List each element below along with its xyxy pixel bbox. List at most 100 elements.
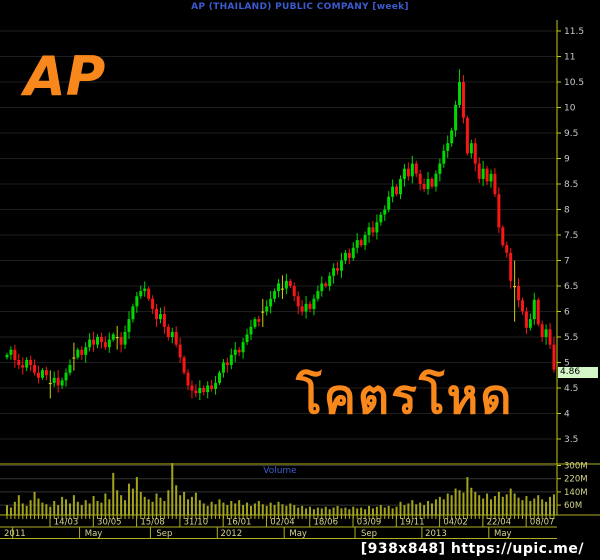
candle-body <box>143 288 147 292</box>
volume-bar <box>517 497 520 515</box>
period-label: 2012 <box>220 529 242 539</box>
date-label: 14/03 <box>54 518 79 528</box>
candle-body <box>367 227 371 235</box>
candle-body <box>383 209 387 215</box>
volume-bar <box>490 499 493 515</box>
volume-bar <box>545 501 548 515</box>
candle-body <box>339 260 343 271</box>
candles <box>5 69 556 401</box>
price-tick-label: 9.5 <box>564 129 578 139</box>
candle-body <box>217 372 221 383</box>
candle-body <box>269 298 273 307</box>
volume-bar <box>171 463 174 515</box>
volume-bar <box>108 499 111 515</box>
price-tick-label: 6 <box>564 308 570 318</box>
candle-body <box>375 222 379 233</box>
volume-bar <box>497 491 500 515</box>
volume-bar <box>442 499 445 515</box>
candle-body <box>29 359 33 366</box>
volume-bar <box>127 483 130 515</box>
candle-body <box>194 390 198 394</box>
date-label: 31/10 <box>184 518 209 528</box>
volume-bar <box>53 500 56 515</box>
candle-body <box>292 286 296 297</box>
volume-bar <box>316 507 319 515</box>
candle-body <box>454 104 458 131</box>
candle-body <box>332 268 336 276</box>
volume-bar <box>277 501 280 515</box>
candle-body <box>355 240 359 248</box>
volume-bar <box>509 488 512 515</box>
volume-bar <box>147 499 150 515</box>
candle-body <box>257 319 261 322</box>
candle-body <box>284 280 288 289</box>
candle-body <box>312 298 316 309</box>
candle-body <box>36 372 40 378</box>
volume-bar <box>364 509 367 515</box>
volume-bar <box>253 503 256 515</box>
date-label: 16/01 <box>227 518 252 528</box>
volume-tick-label: 140M <box>564 488 588 498</box>
candle-body <box>80 349 84 355</box>
volume-bar <box>139 491 142 515</box>
volume-bar <box>552 494 555 515</box>
candle-body <box>324 283 328 286</box>
candle-body <box>316 291 320 299</box>
candle-body <box>497 194 501 228</box>
price-tick-label: 4.5 <box>564 384 578 394</box>
image-host-watermark: [938x848] https://upic.me/ <box>360 541 584 557</box>
candle-body <box>60 380 64 386</box>
volume-bar <box>84 500 87 515</box>
volume-bar <box>466 477 469 515</box>
volume-bar <box>430 503 433 515</box>
volume-bar <box>332 507 335 515</box>
volume-bar <box>308 506 311 515</box>
volume-bar <box>167 490 170 515</box>
volume-bar <box>360 507 363 515</box>
candle-body <box>320 283 324 292</box>
volume-bar <box>324 506 327 515</box>
candle-body <box>273 291 277 299</box>
candle-body <box>68 365 72 373</box>
volume-bar <box>226 505 229 515</box>
volume-bar <box>202 503 205 515</box>
symbol-watermark: AP <box>24 45 106 108</box>
candle-body <box>387 196 391 210</box>
price-tick-label: 11.5 <box>564 27 584 37</box>
candle-body <box>72 357 76 359</box>
volume-bar <box>100 502 103 515</box>
candle-body <box>450 130 454 144</box>
volume-bar <box>328 509 331 515</box>
candle-body <box>465 117 469 154</box>
volume-bar <box>486 493 489 515</box>
candle-body <box>44 370 48 376</box>
candle-body <box>391 186 395 197</box>
candle-body <box>253 319 257 327</box>
candle-body <box>92 339 96 345</box>
candle-body <box>202 388 206 393</box>
volume-bar <box>454 488 457 515</box>
candle-body <box>233 349 237 355</box>
volume-bar <box>352 506 355 515</box>
volume-bar <box>450 495 453 515</box>
volume-bar <box>159 497 162 515</box>
volume-bar <box>112 472 115 515</box>
date-label: 22/04 <box>487 518 512 528</box>
volume-bar <box>411 500 414 515</box>
date-label: 03/09 <box>357 518 382 528</box>
price-axis: 11.5 11 10.5 10 9.5 9 8.5 8 7.5 7 6.5 6 5.5 5 4.5 4 3.5 <box>556 20 584 515</box>
candle-body <box>127 319 131 332</box>
candle-body <box>182 357 186 373</box>
candle-body <box>414 163 418 174</box>
volume-bar <box>257 500 260 515</box>
volume-bar <box>470 487 473 515</box>
period-label: May <box>85 529 103 539</box>
candle-body <box>347 252 351 258</box>
price-tick-label: 7 <box>564 257 570 267</box>
candle-body <box>151 298 155 309</box>
price-tick-label: 7.5 <box>564 231 578 241</box>
candle-body <box>221 362 225 373</box>
candle-body <box>300 306 304 312</box>
volume-bar <box>41 502 44 515</box>
candle-body <box>64 372 68 381</box>
